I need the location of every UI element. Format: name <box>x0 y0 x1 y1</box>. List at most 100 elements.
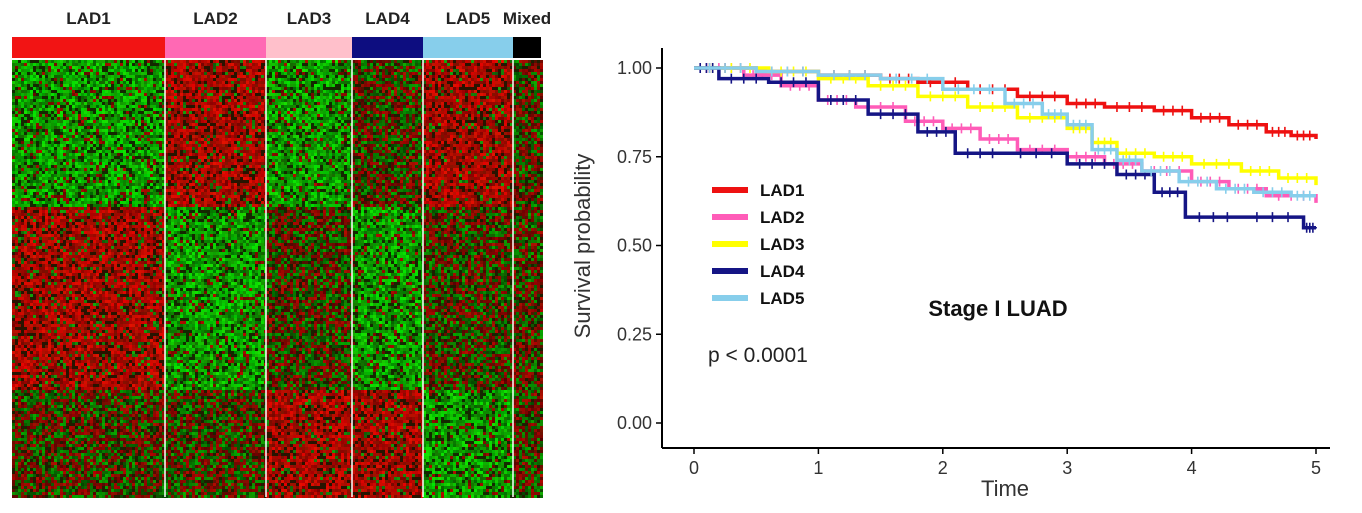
heatmap-cell <box>75 111 78 114</box>
heatmap-cell <box>90 198 93 201</box>
heatmap-cell <box>93 285 96 288</box>
heatmap-cell <box>66 252 69 255</box>
heatmap-cell <box>27 195 30 198</box>
heatmap-cell <box>111 117 114 120</box>
heatmap-cell <box>117 108 120 111</box>
heatmap-cell <box>132 312 135 315</box>
heatmap-cell <box>27 186 30 189</box>
heatmap-cell <box>123 84 126 87</box>
heatmap-cell <box>18 105 21 108</box>
heatmap-cell <box>117 249 120 252</box>
heatmap-cell <box>141 264 144 267</box>
heatmap-cell <box>147 144 150 147</box>
heatmap-cell <box>24 144 27 147</box>
heatmap-cell <box>114 267 117 270</box>
heatmap-cell <box>57 282 60 285</box>
heatmap-cell <box>81 81 84 84</box>
heatmap-cell <box>39 165 42 168</box>
heatmap-cell <box>57 318 60 321</box>
heatmap-cell <box>42 135 45 138</box>
heatmap-cell <box>57 276 60 279</box>
heatmap-cell <box>111 153 114 156</box>
heatmap-cell <box>93 132 96 135</box>
heatmap-cell <box>30 183 33 186</box>
heatmap-cell <box>84 75 87 78</box>
heatmap-cell <box>60 93 63 96</box>
heatmap-cell <box>12 333 15 336</box>
heatmap-cell <box>129 153 132 156</box>
heatmap-cell <box>108 240 111 243</box>
heatmap-cell <box>72 132 75 135</box>
heatmap-cell <box>21 153 24 156</box>
heatmap-cell <box>114 189 117 192</box>
heatmap-cell <box>78 162 81 165</box>
heatmap-cell <box>48 159 51 162</box>
heatmap-cell <box>138 183 141 186</box>
heatmap-cell <box>27 102 30 105</box>
heatmap-cell <box>21 204 24 207</box>
heatmap-cell <box>135 99 138 102</box>
heatmap-cell <box>75 78 78 81</box>
heatmap-cell <box>153 279 156 282</box>
heatmap-cell <box>81 285 84 288</box>
heatmap-cell <box>30 174 33 177</box>
heatmap-cell <box>39 228 42 231</box>
heatmap-cell <box>21 300 24 303</box>
heatmap-cell <box>126 117 129 120</box>
heatmap-cell <box>99 210 102 213</box>
heatmap-cell <box>57 285 60 288</box>
heatmap-cell <box>84 156 87 159</box>
heatmap-cell <box>60 258 63 261</box>
heatmap-cell <box>159 252 162 255</box>
heatmap-cell <box>33 177 36 180</box>
heatmap-cell <box>63 339 66 342</box>
heatmap-cell <box>90 339 93 342</box>
heatmap-cell <box>96 204 99 207</box>
heatmap-cell <box>69 312 72 315</box>
heatmap-cell <box>126 309 129 312</box>
heatmap-cell <box>72 195 75 198</box>
heatmap-cell <box>105 84 108 87</box>
heatmap-cell <box>30 210 33 213</box>
heatmap-cell <box>117 75 120 78</box>
heatmap-cell <box>21 93 24 96</box>
heatmap-cell <box>87 69 90 72</box>
heatmap-cell <box>75 348 78 351</box>
heatmap-cell <box>108 279 111 282</box>
heatmap-cell <box>114 246 117 249</box>
heatmap-cell <box>57 192 60 195</box>
heatmap-cell <box>63 303 66 306</box>
heatmap-cell <box>30 117 33 120</box>
heatmap-cell <box>72 258 75 261</box>
heatmap-cell <box>105 282 108 285</box>
heatmap-cell <box>33 336 36 339</box>
heatmap-cell <box>72 336 75 339</box>
heatmap-cell <box>108 216 111 219</box>
heatmap-cell <box>132 267 135 270</box>
heatmap-cell <box>72 312 75 315</box>
heatmap-cell <box>147 300 150 303</box>
heatmap-cell <box>78 165 81 168</box>
heatmap-cell <box>99 330 102 333</box>
heatmap-cell <box>156 336 159 339</box>
heatmap-cell <box>120 288 123 291</box>
heatmap-cell <box>150 126 153 129</box>
heatmap-cell <box>135 339 138 342</box>
heatmap-cell <box>45 147 48 150</box>
heatmap-cell <box>66 309 69 312</box>
heatmap-cell <box>132 294 135 297</box>
heatmap-cell <box>33 141 36 144</box>
heatmap-cell <box>57 216 60 219</box>
heatmap-cell <box>75 108 78 111</box>
heatmap-cell <box>18 69 21 72</box>
heatmap-cell <box>132 195 135 198</box>
heatmap-cell <box>63 93 66 96</box>
heatmap-cell <box>150 75 153 78</box>
heatmap-cell <box>126 84 129 87</box>
heatmap-cell <box>84 330 87 333</box>
heatmap-cell <box>48 138 51 141</box>
heatmap-cell <box>90 129 93 132</box>
heatmap-cell <box>72 330 75 333</box>
heatmap-cell <box>114 192 117 195</box>
heatmap-cell <box>18 201 21 204</box>
